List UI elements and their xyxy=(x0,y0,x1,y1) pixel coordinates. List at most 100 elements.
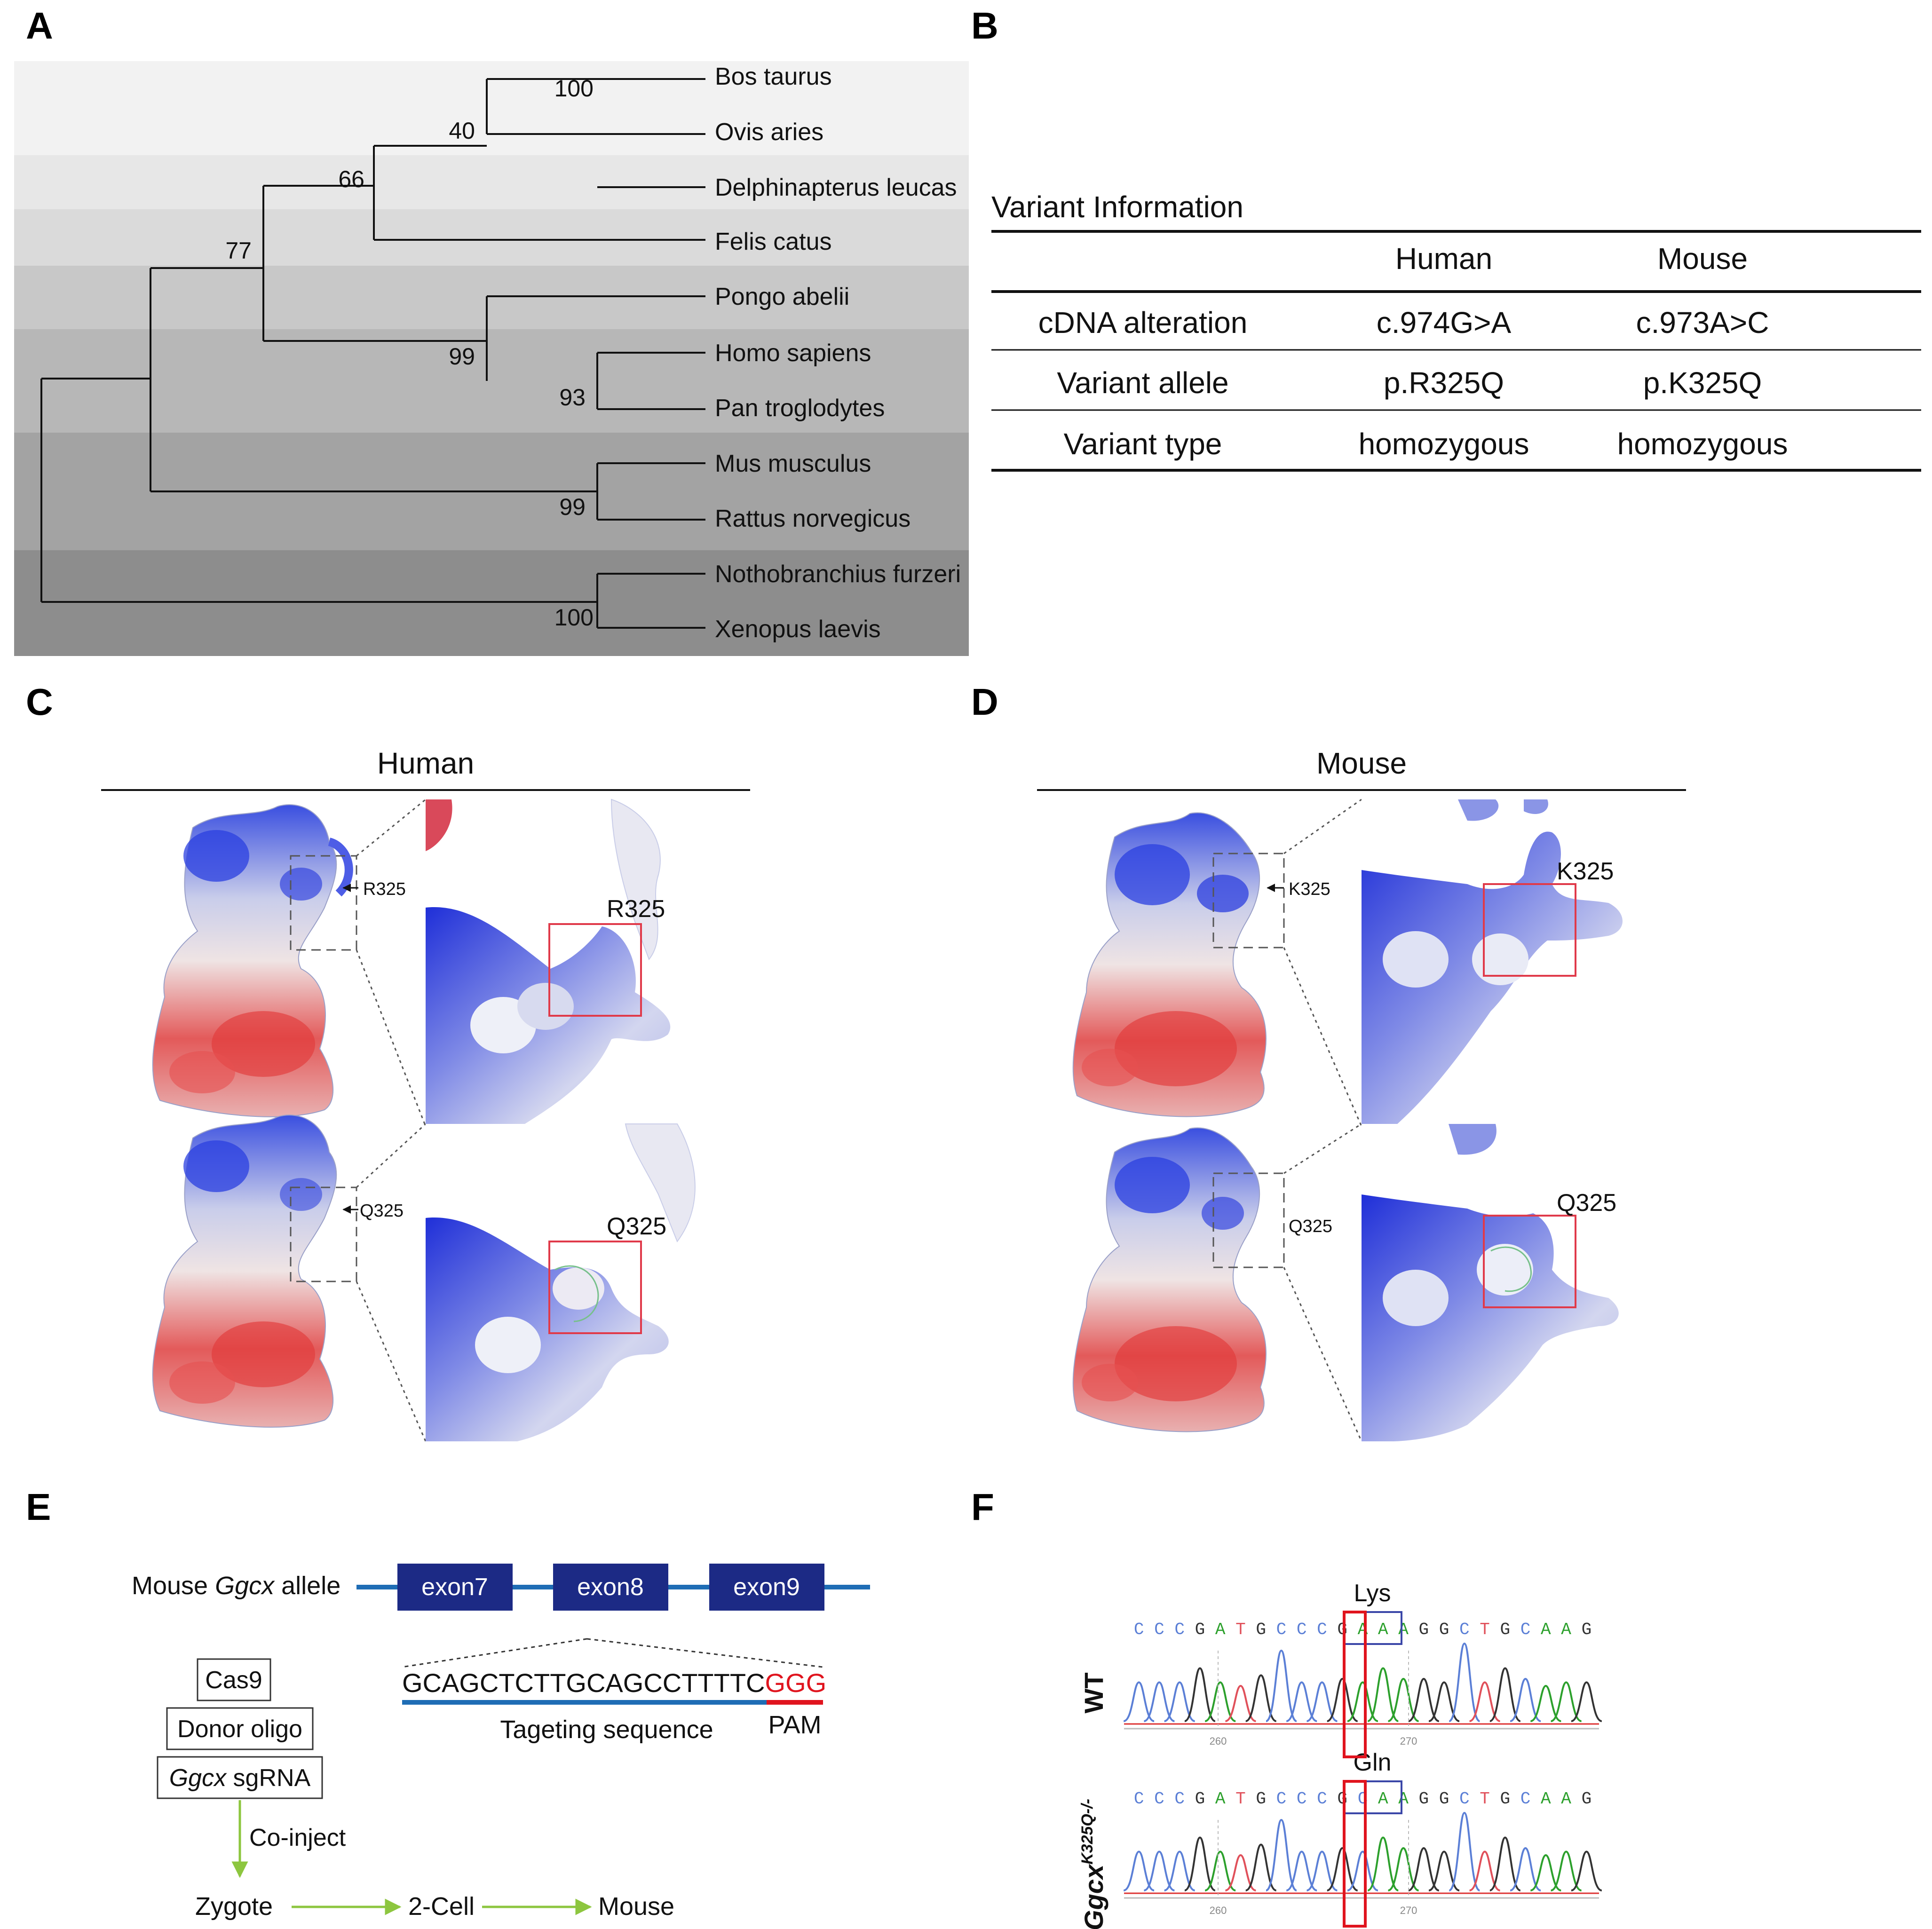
base-call: C xyxy=(1154,1789,1164,1809)
base-call: A xyxy=(1398,1789,1409,1809)
mouse-mutant-zoom-surface xyxy=(1362,1124,1630,1441)
human-wildtype-zoom-surface xyxy=(426,798,694,1129)
pam-label: PAM xyxy=(768,1711,821,1739)
human-wt-residue-highlight xyxy=(548,923,642,1017)
trace-peak xyxy=(1143,1850,1175,1891)
base-call: G xyxy=(1195,1789,1205,1809)
cell-human-allele: p.R325Q xyxy=(1384,366,1504,400)
trace-peak xyxy=(1245,1843,1277,1891)
donor-oligo-box xyxy=(166,1707,314,1750)
base-call: G xyxy=(1439,1789,1449,1809)
trace-peak xyxy=(1123,1850,1155,1891)
base-call: T xyxy=(1480,1620,1490,1639)
variant-information-table: Variant Information Human Mouse cDNA alt… xyxy=(991,190,1921,472)
trace-peak xyxy=(1266,1818,1297,1891)
base-call: C xyxy=(1297,1789,1307,1809)
taxon-label: Pongo abelii xyxy=(715,283,849,310)
step-zygote: Zygote xyxy=(195,1892,273,1921)
base-call: C xyxy=(1459,1789,1470,1809)
cell-human-type: homozygous xyxy=(1359,427,1529,461)
trace-peak xyxy=(1286,1681,1317,1722)
base-call: A xyxy=(1378,1620,1388,1639)
trace-peak xyxy=(1347,1850,1378,1891)
base-call: C xyxy=(1174,1789,1185,1809)
mouse-wt-zoom-box xyxy=(1212,853,1285,949)
base-call: G xyxy=(1337,1620,1347,1639)
taxon-label: Nothobranchius furzeri xyxy=(715,561,961,588)
taxon-label: Pan troglodytes xyxy=(715,395,885,422)
phylogenetic-tree: Bos taurus Ovis aries Delphinapterus leuca… xyxy=(14,61,969,656)
clade-band xyxy=(14,550,969,656)
trace-peak xyxy=(1571,1681,1602,1722)
trace-peak xyxy=(1225,1684,1257,1722)
base-call: A xyxy=(1398,1620,1409,1639)
mouse-wt-zoom-label: K325 xyxy=(1557,858,1614,885)
base-call: G xyxy=(1337,1789,1347,1809)
clade-band xyxy=(14,266,969,329)
base-call: G xyxy=(1582,1620,1592,1639)
exon8-box xyxy=(553,1564,668,1611)
panel-label-c: C xyxy=(26,681,53,723)
human-mutant-zoom-surface xyxy=(426,1123,696,1441)
cell-mouse-cdna: c.973A>C xyxy=(1636,306,1769,340)
trace-peak xyxy=(1550,1681,1582,1722)
base-call: G xyxy=(1582,1789,1592,1809)
row-label-mutant: GgcxK325Q-/- xyxy=(1078,1799,1109,1929)
base-call: C xyxy=(1520,1789,1531,1809)
taxon-label: Bos taurus xyxy=(715,63,832,90)
trace-peak xyxy=(1428,1850,1460,1891)
mutation-site-highlight-mut xyxy=(1343,1780,1367,1928)
clade-band xyxy=(14,155,969,209)
trace-peak xyxy=(1245,1674,1277,1722)
donor-oligo-label: Donor oligo xyxy=(177,1716,302,1743)
bootstrap-value: 99 xyxy=(449,343,475,370)
position-tick-label: 270 xyxy=(1400,1735,1417,1747)
trace-peak xyxy=(1387,1677,1419,1722)
cell-human-cdna: c.974G>A xyxy=(1377,306,1512,340)
cas9-label: Cas9 xyxy=(205,1667,262,1694)
taxon-label: Felis catus xyxy=(715,228,832,255)
position-tick-label: 270 xyxy=(1400,1905,1417,1916)
column-header-mouse: Mouse xyxy=(1657,242,1748,276)
base-call: G xyxy=(1439,1620,1449,1639)
trace-peak xyxy=(1449,1642,1481,1722)
tree-branches xyxy=(40,78,705,629)
bootstrap-value: 40 xyxy=(449,118,475,144)
mouse-structure-panel: Mouse K325 K325 xyxy=(1037,746,1686,1442)
mouse-mut-arrow-label: Q325 xyxy=(1289,1217,1332,1236)
trace-peak xyxy=(1204,1681,1236,1722)
human-wildtype-protein-surface xyxy=(152,804,353,1117)
human-structure-title: Human xyxy=(377,746,474,780)
coinject-label: Co-inject xyxy=(249,1824,346,1851)
row-label-type: Variant type xyxy=(1064,427,1222,461)
exon7-label: exon7 xyxy=(421,1573,488,1601)
base-call: C xyxy=(1134,1789,1144,1809)
trace-peak xyxy=(1489,1836,1521,1891)
taxon-label: Delphinapterus leucas xyxy=(715,174,957,201)
step-mouse: Mouse xyxy=(598,1892,674,1921)
base-call: G xyxy=(1418,1789,1429,1809)
cas9-box xyxy=(197,1658,271,1701)
base-call: C xyxy=(1297,1620,1307,1639)
base-call: G xyxy=(1256,1620,1266,1639)
panel-label-b: B xyxy=(971,5,998,47)
crispr-knockin-scheme: Mouse Ggcx allele exon7 exon8 exon9 GCAG… xyxy=(132,1564,870,1921)
allele-label: Mouse Ggcx allele xyxy=(132,1572,340,1600)
base-call: C xyxy=(1317,1620,1327,1639)
base-call: C xyxy=(1154,1620,1164,1639)
target-sequence: GCAGCTCTTGCAGCCTTTTCGGG xyxy=(402,1668,826,1698)
taxon-label: Ovis aries xyxy=(715,119,823,146)
row-label-wt: WT xyxy=(1079,1672,1109,1713)
position-tick-label: 260 xyxy=(1210,1735,1227,1747)
base-call: C xyxy=(1459,1620,1470,1639)
trace-peak xyxy=(1306,1850,1338,1891)
trace-peak xyxy=(1530,1854,1561,1891)
mouse-wt-arrow-label: K325 xyxy=(1289,879,1330,899)
trace-peak xyxy=(1530,1684,1561,1722)
mouse-mut-zoom-label: Q325 xyxy=(1557,1189,1616,1217)
row-label-allele: Variant allele xyxy=(1057,366,1228,400)
base-call: A xyxy=(1561,1789,1571,1809)
trace-peak xyxy=(1449,1811,1481,1891)
